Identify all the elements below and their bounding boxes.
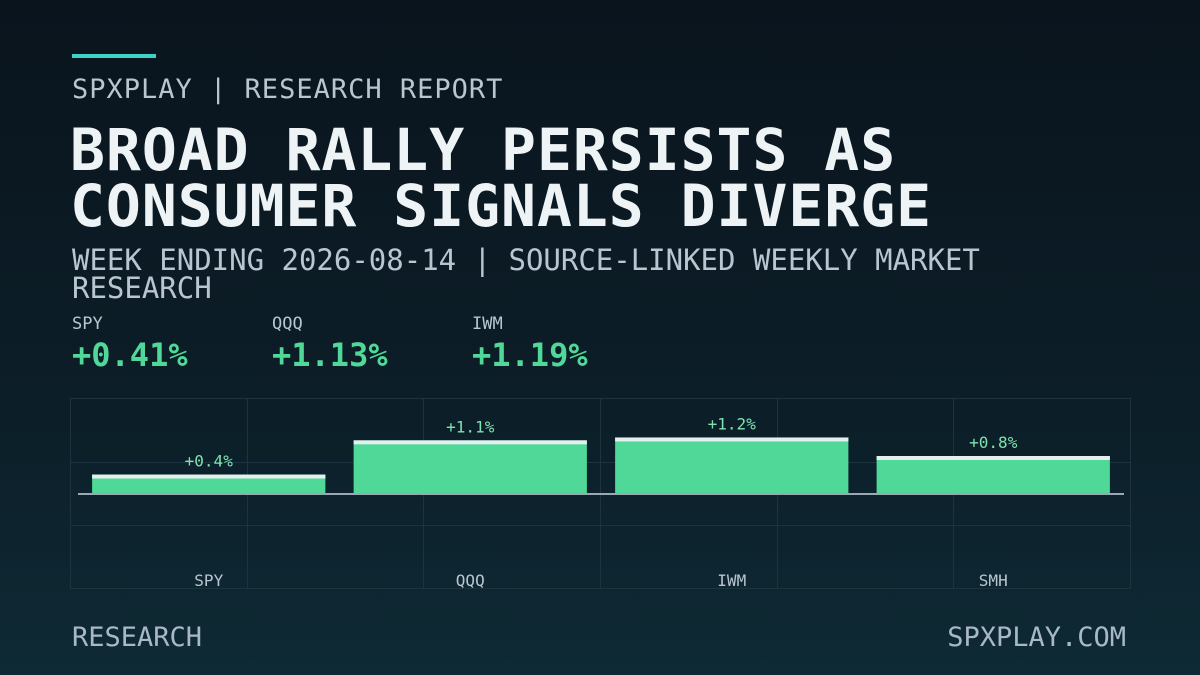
stat: IWM +1.19% <box>472 314 588 374</box>
x-tick-label: QQQ <box>456 571 485 590</box>
bar-cap <box>353 440 587 445</box>
stat-label: SPY <box>72 314 103 334</box>
stat-value: +1.19% <box>472 336 588 374</box>
x-tick-label: SMH <box>979 571 1008 590</box>
stat-label: IWM <box>472 314 503 334</box>
bar-cap <box>615 437 849 442</box>
stat-value: +1.13% <box>272 336 388 374</box>
value-label: +0.4% <box>185 452 234 471</box>
accent-bar <box>72 54 156 58</box>
value-label: +1.2% <box>708 414 757 433</box>
bar <box>876 456 1110 494</box>
bar-cap <box>876 456 1110 460</box>
kicker: SPXPLAY | RESEARCH REPORT <box>72 74 504 105</box>
stat: SPY +0.41% <box>72 314 188 374</box>
title: BROAD RALLY PERSISTS AS CONSUMER SIGNALS… <box>70 116 933 240</box>
bar <box>615 437 849 494</box>
bar <box>353 440 587 494</box>
subtitle: WEEK ENDING 2026-08-14 | SOURCE-LINKED W… <box>72 243 980 305</box>
x-tick-label: SPY <box>194 571 223 590</box>
value-label: +0.8% <box>969 433 1018 452</box>
footer-right: SPXPLAY.COM <box>947 622 1126 653</box>
bar <box>92 474 326 494</box>
footer-left: RESEARCH <box>72 622 203 653</box>
stat: QQQ +1.13% <box>272 314 388 374</box>
bar-cap <box>92 474 326 479</box>
stat-label: QQQ <box>272 314 303 334</box>
value-label: +1.1% <box>446 417 495 436</box>
x-tick-label: IWM <box>717 571 746 590</box>
stat-value: +0.41% <box>72 336 188 374</box>
